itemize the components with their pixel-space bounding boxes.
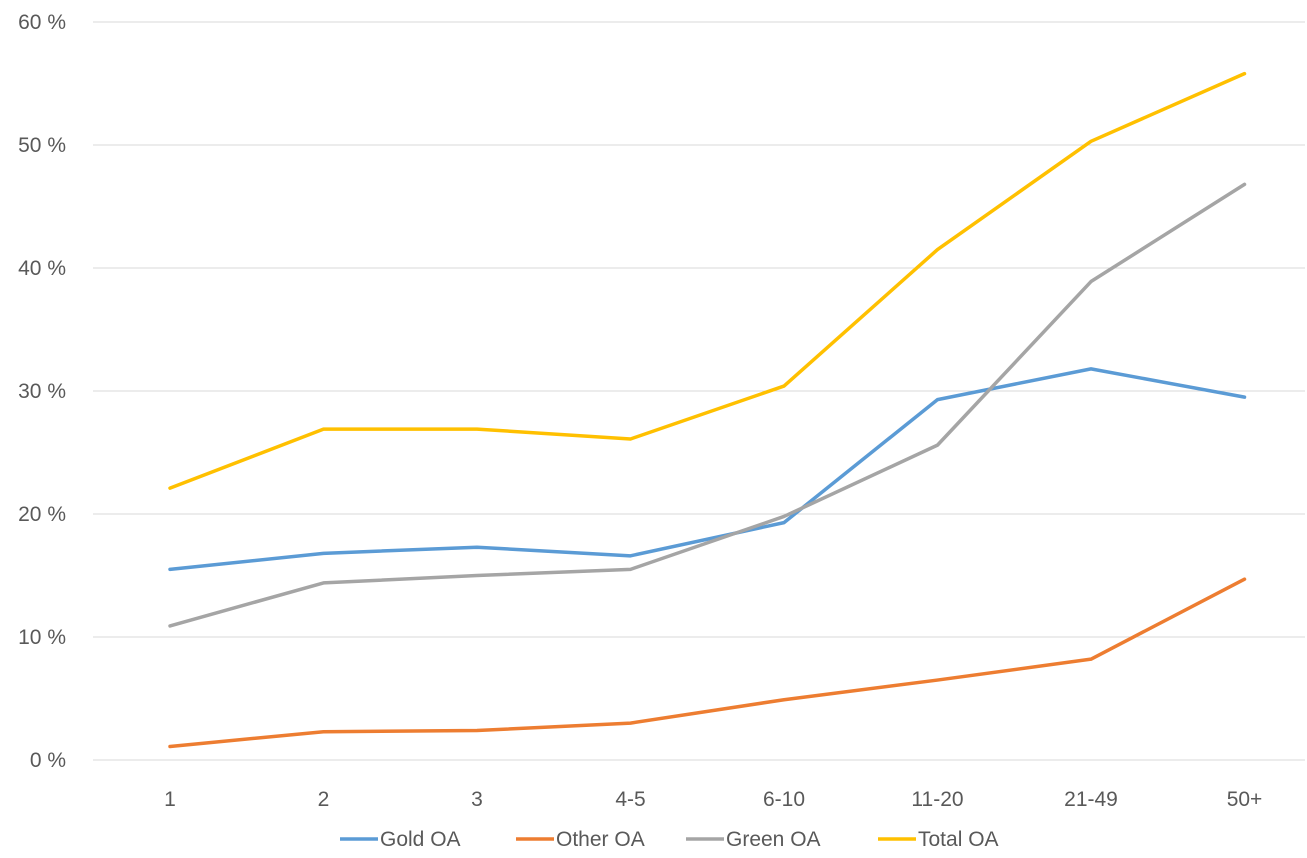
series-line-green-oa	[168, 182, 1247, 628]
x-tick-label: 4-5	[615, 788, 645, 811]
x-axis-tick-labels: 1 2 3 4-5 6-10 11-20 21-49 50+	[164, 788, 1262, 811]
gridlines	[93, 21, 1305, 761]
legend-label: Total OA	[918, 828, 999, 851]
y-tick-label: 40 %	[18, 257, 66, 280]
y-tick-label: 50 %	[18, 134, 66, 157]
series-line-gold-oa	[168, 367, 1247, 572]
x-tick-label: 6-10	[763, 788, 805, 811]
legend-label: Green OA	[726, 828, 821, 851]
legend-label: Gold OA	[380, 828, 461, 851]
x-tick-label: 2	[318, 788, 330, 811]
legend: Gold OA Other OA Green OA Total OA	[340, 828, 999, 851]
legend-label: Other OA	[556, 828, 645, 851]
x-tick-label: 50+	[1227, 788, 1263, 811]
x-tick-label: 1	[164, 788, 176, 811]
x-tick-label: 11-20	[911, 788, 963, 811]
series-line-other-oa	[168, 577, 1247, 749]
y-tick-label: 30 %	[18, 380, 66, 403]
series-lines	[168, 71, 1247, 749]
x-tick-label: 3	[471, 788, 483, 811]
y-tick-label: 60 %	[18, 11, 66, 34]
y-axis-tick-labels: 0 % 10 % 20 % 30 % 40 % 50 % 60 %	[18, 11, 66, 772]
series-line-total-oa	[168, 71, 1247, 490]
y-tick-label: 0 %	[30, 749, 66, 772]
x-tick-label: 21-49	[1064, 788, 1118, 811]
y-tick-label: 10 %	[18, 626, 66, 649]
y-tick-label: 20 %	[18, 503, 66, 526]
